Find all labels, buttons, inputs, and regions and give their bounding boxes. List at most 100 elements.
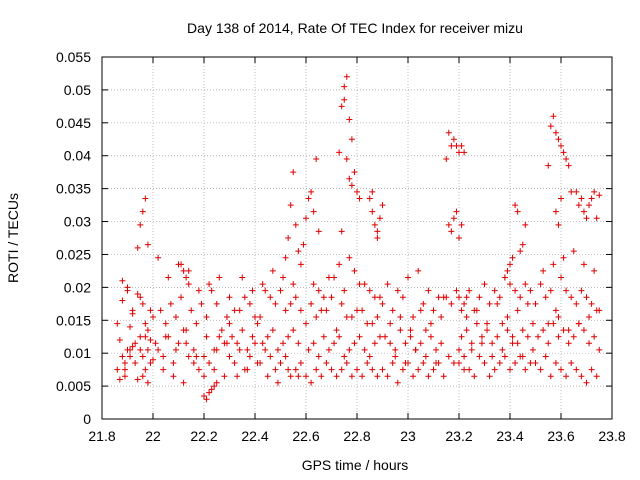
data-point [374, 235, 381, 241]
data-point [379, 202, 386, 209]
data-point [443, 156, 450, 163]
data-point [552, 307, 559, 314]
data-point [392, 353, 399, 360]
data-point [450, 215, 457, 222]
data-point [213, 379, 220, 386]
data-points [114, 73, 603, 403]
data-point [489, 340, 496, 347]
data-point [471, 373, 478, 380]
data-point [484, 327, 491, 334]
data-point [234, 340, 241, 347]
data-point [198, 300, 205, 307]
data-point [499, 346, 506, 353]
x-tick-label: 22 [145, 428, 161, 444]
data-point [144, 379, 151, 386]
data-point [292, 221, 299, 228]
data-point [127, 353, 134, 360]
data-point [570, 248, 577, 255]
data-point [593, 373, 600, 380]
data-point [121, 366, 128, 373]
x-tick-label: 23.2 [445, 428, 472, 444]
data-point [320, 294, 327, 301]
data-point [481, 360, 488, 367]
data-point [519, 327, 526, 334]
data-point [448, 228, 455, 235]
data-point [308, 300, 315, 307]
data-point [162, 333, 169, 340]
data-point [527, 360, 534, 367]
data-point [318, 307, 325, 314]
data-point [371, 294, 378, 301]
data-point [254, 360, 261, 367]
data-point [563, 373, 570, 380]
data-point [578, 195, 585, 202]
data-point [206, 389, 213, 396]
data-point [486, 373, 493, 380]
data-point [320, 333, 327, 340]
data-point [514, 307, 521, 314]
y-tick-label: 0.015 [56, 312, 91, 328]
data-point [463, 327, 470, 334]
y-tick-label: 0.01 [64, 345, 91, 361]
data-point [392, 346, 399, 353]
data-point [430, 366, 437, 373]
data-point [405, 274, 411, 281]
data-point [555, 136, 562, 143]
data-point [310, 281, 317, 288]
data-point [573, 300, 580, 307]
data-point [262, 287, 269, 294]
data-point [422, 353, 429, 360]
data-point [188, 307, 195, 314]
data-point [162, 320, 169, 327]
data-point [116, 337, 123, 344]
data-point [366, 287, 373, 294]
data-point [147, 360, 154, 367]
data-point [313, 313, 320, 320]
data-point [573, 188, 580, 195]
data-point [356, 195, 363, 202]
data-point [433, 360, 440, 367]
data-point [461, 300, 468, 307]
data-point [114, 366, 121, 373]
data-point [565, 162, 572, 169]
data-point [267, 353, 274, 360]
data-point [287, 300, 294, 307]
data-point [427, 320, 434, 327]
data-point [578, 373, 585, 380]
data-point [336, 149, 343, 156]
data-point [384, 373, 391, 380]
y-axis-label: ROTI / TECUs [5, 193, 21, 283]
data-point [328, 366, 335, 373]
data-point [545, 320, 552, 327]
data-point [504, 313, 511, 320]
data-point [144, 327, 151, 334]
data-point [555, 221, 562, 228]
data-point [129, 343, 136, 350]
data-point [550, 320, 557, 327]
data-point [313, 156, 320, 163]
data-point [448, 142, 455, 149]
data-point [438, 313, 445, 320]
data-point [397, 313, 404, 320]
data-point [305, 195, 312, 202]
data-point [473, 320, 480, 327]
data-point [591, 333, 598, 340]
data-point [575, 202, 582, 209]
data-point [139, 208, 146, 215]
data-point [473, 307, 480, 314]
data-point [491, 287, 498, 294]
data-point [139, 300, 146, 307]
data-point [507, 366, 513, 373]
data-point [519, 241, 526, 248]
data-point [591, 188, 598, 195]
data-point [346, 346, 353, 353]
x-tick-label: 22.8 [343, 428, 370, 444]
data-point [586, 313, 593, 320]
data-point [290, 169, 297, 176]
data-point [468, 340, 475, 347]
data-point [178, 261, 185, 268]
data-point [150, 356, 156, 363]
data-point [147, 337, 154, 344]
data-point [211, 383, 218, 390]
data-point [323, 360, 330, 367]
